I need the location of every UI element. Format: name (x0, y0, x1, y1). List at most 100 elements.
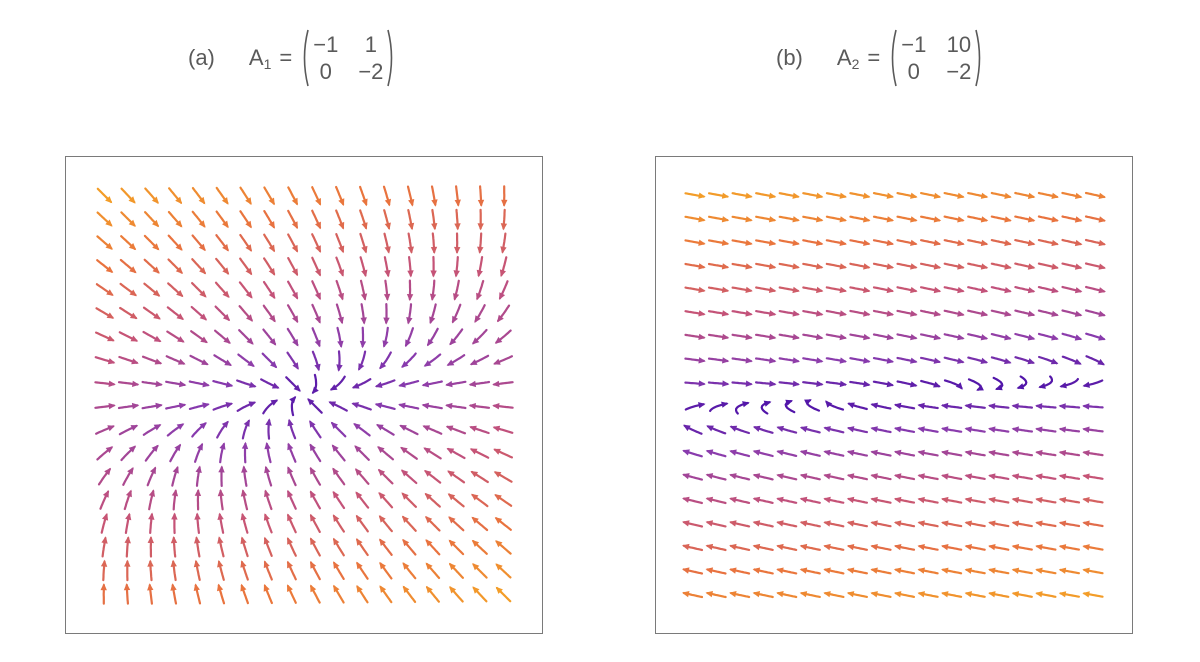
arrowhead-b (745, 286, 753, 293)
arrowhead-b (698, 239, 706, 246)
arrowhead-a (130, 335, 139, 342)
arrowhead-b (1074, 263, 1083, 270)
arrowhead-a (378, 515, 386, 523)
arrowhead-b (792, 310, 800, 317)
arrowhead-a (151, 196, 159, 204)
arrowhead-a (199, 313, 208, 321)
arrowhead-a (217, 489, 225, 497)
arrowhead-a (310, 513, 317, 522)
arrowhead-b (1011, 544, 1020, 551)
arrowhead-a (470, 471, 479, 478)
arrowhead-b (1016, 383, 1025, 390)
arrowhead-b (863, 333, 871, 341)
arrowhead-a (263, 513, 270, 521)
arrowhead-a (361, 269, 368, 278)
arrowhead-a (331, 444, 339, 452)
arrowhead-b (721, 333, 730, 340)
arrowhead-a (402, 562, 410, 570)
arrowhead-b (1027, 263, 1036, 270)
arrowhead-a (263, 536, 270, 545)
arrowhead-b (823, 496, 831, 504)
arrowhead-a (333, 561, 340, 569)
arrowhead-b (816, 310, 824, 317)
arrowhead-a (454, 246, 461, 254)
arrowhead-a (360, 293, 368, 301)
arrowhead-a (222, 267, 230, 275)
arrowhead-b (1011, 591, 1020, 598)
arrowhead-b (804, 399, 812, 406)
matrix-a-cell-12: 1 (364, 32, 377, 57)
arrowhead-b (995, 384, 1003, 391)
arrowhead-a (425, 516, 433, 524)
arrowhead-b (1058, 497, 1067, 504)
arrowhead-b (964, 520, 972, 527)
arrowhead-b (816, 357, 824, 364)
arrowhead-a (147, 583, 154, 591)
arrowhead-b (752, 473, 761, 480)
arrowhead-b (863, 239, 871, 246)
arrowhead-b (823, 473, 831, 480)
arrowhead-b (863, 380, 871, 388)
arrowhead-a (175, 266, 183, 274)
arrowhead-a (376, 424, 384, 431)
arrowhead-b (1074, 310, 1083, 317)
arrowhead-b (1074, 216, 1083, 223)
arrowhead-b (682, 496, 690, 503)
arrowhead-b (839, 357, 847, 364)
arrowhead-a (398, 402, 406, 409)
arrowhead-a (292, 315, 299, 324)
arrowhead-a (374, 381, 383, 388)
arrowhead-a (245, 267, 253, 276)
arrowhead-a (221, 197, 229, 205)
arrowhead-a (105, 219, 113, 227)
arrowhead-b (910, 263, 918, 270)
arrowhead-a (492, 425, 501, 432)
arrowhead-b (839, 286, 847, 294)
arrowhead-b (988, 449, 996, 457)
arrowhead-b (1038, 382, 1046, 389)
arrowhead-a (425, 585, 433, 594)
arrowhead-a (476, 269, 483, 278)
arrowhead-a (105, 196, 113, 204)
arrowhead-b (839, 310, 847, 317)
arrowhead-b (839, 333, 847, 341)
arrowhead-b (964, 591, 972, 598)
arrowhead-b (705, 591, 713, 598)
arrowhead-b (823, 426, 831, 433)
arrowhead-b (886, 263, 895, 270)
arrowhead-a (495, 563, 503, 571)
arrowhead-a (407, 222, 415, 231)
arrowhead-a (314, 339, 321, 348)
arrowhead-a (287, 442, 294, 451)
caption-a: (a) A1 = −1 1 0 −2 (188, 28, 396, 88)
arrowhead-a (293, 384, 301, 392)
arrowhead-a (107, 425, 115, 432)
arrowhead-b (792, 380, 800, 387)
stream-plot-b-canvas (682, 191, 1106, 599)
arrowhead-b (917, 520, 925, 527)
arrowhead-b (893, 402, 902, 409)
arrowhead-b (1058, 450, 1067, 457)
arrowhead-a (500, 246, 507, 254)
arrowhead-b (792, 239, 800, 246)
arrowhead-b (816, 263, 824, 270)
arrowhead-b (698, 216, 706, 223)
arrowhead-a (240, 560, 247, 568)
arrowhead-b (1011, 473, 1020, 480)
arrowhead-a (193, 583, 200, 591)
arrowhead-a (497, 314, 504, 323)
arrowhead-a (401, 492, 409, 500)
arrowhead-a (338, 269, 345, 277)
arrowhead-b (988, 591, 996, 598)
arrowhead-b (698, 263, 706, 270)
arrowhead-a (500, 223, 508, 231)
arrowhead-b (1035, 520, 1043, 527)
arrowhead-b (846, 496, 855, 504)
arrowhead-b (980, 357, 989, 364)
arrowhead-b (1035, 426, 1043, 433)
arrowhead-a (247, 360, 255, 367)
arrowhead-a (104, 467, 111, 476)
arrowhead-a (423, 447, 431, 454)
arrowhead-b (863, 286, 871, 294)
arrowhead-a (129, 266, 137, 274)
